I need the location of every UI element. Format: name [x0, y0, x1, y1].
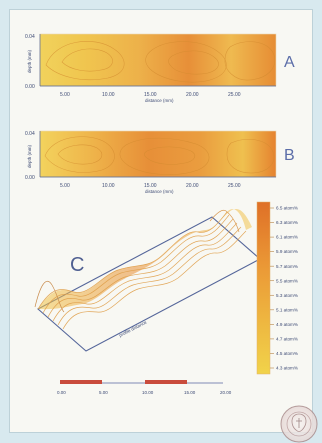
- heatmap-b-xtick-3: 15.00: [144, 183, 157, 189]
- heatmap-b-xtick-2: 10.00: [102, 183, 115, 189]
- color-legend-bar: [256, 201, 271, 375]
- heatmap-b-plot: [39, 130, 277, 178]
- heatmap-a-ytick-bottom: 0.00: [25, 84, 35, 90]
- heatmap-panel-b: 0.04 0.00 depth (mm) 5.00 10.00 15.00 20…: [25, 130, 295, 194]
- legend-label: 5.3 atom%: [276, 293, 298, 298]
- scale-segment-2: [145, 380, 187, 384]
- scale-tick-4: 15.00: [184, 390, 196, 395]
- seal-inner-ring: [286, 411, 312, 437]
- legend-label: 4.7 atom%: [276, 337, 298, 342]
- surface-c-profile-4: [52, 222, 238, 322]
- heatmap-a-contours: [45, 41, 276, 83]
- heatmap-b-xlabel: distance (mm): [145, 189, 174, 194]
- heatmap-b-contour-2: [57, 144, 103, 165]
- legend-label: 6.5 atom%: [276, 206, 298, 211]
- heatmap-a-ylabel: depth (mm): [27, 49, 32, 73]
- surface-c-xlabel: profile distance: [118, 319, 148, 337]
- surface-panel-c: profile distance C: [34, 208, 261, 352]
- legend-label: 4.5 atom%: [276, 351, 298, 356]
- scale-tick-3: 10.00: [142, 390, 154, 395]
- surface-c-base-plane: [37, 216, 261, 352]
- surface-c-main-ribbon: [38, 208, 252, 310]
- heatmap-b-xtick-1: 5.00: [60, 183, 70, 189]
- legend-labels: 6.5 atom% 6.3 atom% 6.1 atom% 5.9 atom% 5.7 …: [276, 206, 298, 371]
- legend-label: 5.1 atom%: [276, 307, 298, 312]
- heatmap-b-contour-3: [119, 137, 210, 175]
- heatmap-b-contour-4: [144, 146, 196, 165]
- seal-mark-1: [296, 418, 302, 428]
- heatmap-b-contour-5: [226, 139, 275, 174]
- scale-tick-5: 20.00: [220, 390, 232, 395]
- heatmap-b-xtick-5: 25.00: [228, 183, 241, 189]
- legend-ticks: [270, 207, 274, 369]
- surface-c-profile-2: [42, 214, 230, 314]
- legend-label: 6.1 atom%: [276, 235, 298, 240]
- surface-c-profile-3: [47, 218, 234, 318]
- legend-label: 5.5 atom%: [276, 278, 298, 283]
- surface-c-profile-1: [37, 211, 228, 310]
- heatmap-a-xtick-5: 25.00: [228, 92, 241, 98]
- heatmap-a-xtick-4: 20.00: [186, 92, 199, 98]
- panel-label-c: C: [70, 254, 84, 276]
- heatmap-b-xtick-4: 20.00: [186, 183, 199, 189]
- heatmap-b-ytick-bottom: 0.00: [25, 175, 35, 181]
- heatmap-a-contour-3: [145, 41, 227, 83]
- heatmap-a-plot: [39, 33, 277, 87]
- legend-label: 6.3 atom%: [276, 220, 298, 225]
- scale-tick-2: 5.00: [99, 390, 108, 395]
- heatmap-a-xlabel: distance (mm): [145, 98, 174, 103]
- surface-c-edge-2: [209, 209, 240, 233]
- heatmap-panel-a: 0.04 0.00 depth (mm) 5.00 10.00 15.00 20…: [25, 33, 295, 103]
- seal-crest-shape: [291, 413, 307, 432]
- panel-label-a: A: [284, 54, 295, 71]
- heatmap-a-xtick-3: 15.00: [144, 92, 157, 98]
- heatmap-b-ytick-top: 0.04: [25, 131, 35, 137]
- heatmap-a-xtick-2: 10.00: [102, 92, 115, 98]
- heatmap-a-contour-1: [45, 41, 125, 81]
- legend-label: 5.7 atom%: [276, 264, 298, 269]
- scale-segment-1: [60, 380, 102, 384]
- scale-tick-1: 0.00: [57, 390, 66, 395]
- heatmap-a-xtick-1: 5.00: [60, 92, 70, 98]
- color-legend: 6.5 atom% 6.3 atom% 6.1 atom% 5.9 atom% 5.7 …: [256, 201, 298, 375]
- surface-c-edge-1: [34, 280, 65, 313]
- legend-label: 4.9 atom%: [276, 322, 298, 327]
- legend-label: 4.3 atom%: [276, 366, 298, 371]
- heatmap-b-contour-1: [44, 136, 115, 173]
- surface-c-profile-5: [57, 226, 242, 326]
- heatmap-a-contour-2: [61, 48, 113, 72]
- panel-label-b: B: [284, 147, 295, 164]
- bottom-scale-bar: 0.00 5.00 10.00 15.00 20.00: [57, 380, 232, 395]
- heatmap-a-contour-4: [168, 50, 219, 75]
- heatmap-b-contours: [44, 136, 275, 175]
- surface-c-profile-6: [62, 230, 247, 330]
- legend-label: 5.9 atom%: [276, 249, 298, 254]
- corner-seal: [280, 405, 318, 443]
- heatmap-a-ytick-top: 0.04: [25, 34, 35, 40]
- surface-c-profile-lines: [37, 211, 247, 330]
- heatmap-b-ylabel: depth (mm): [27, 144, 32, 168]
